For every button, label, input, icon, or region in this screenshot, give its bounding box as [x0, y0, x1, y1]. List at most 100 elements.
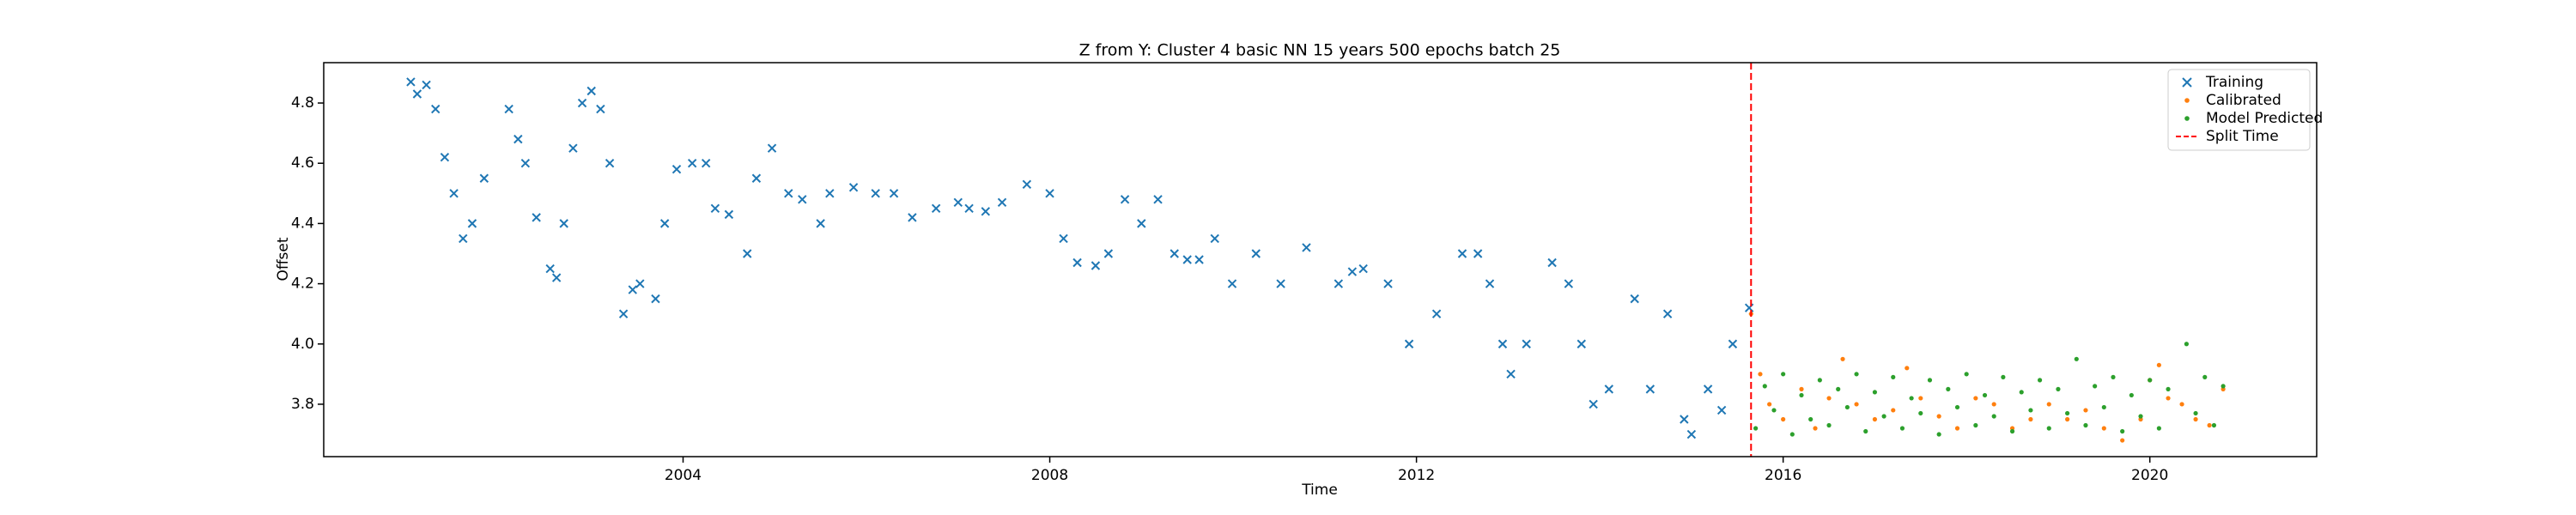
training-point — [1302, 243, 1311, 252]
point — [1946, 386, 1951, 391]
training-point — [479, 173, 489, 183]
point — [2207, 422, 2212, 428]
point — [1826, 396, 1832, 401]
training-point — [1045, 189, 1054, 198]
training-point — [1227, 279, 1237, 288]
training-point — [767, 143, 777, 153]
training-point — [816, 219, 825, 228]
point — [2184, 342, 2189, 347]
point — [1762, 384, 1767, 389]
point — [2019, 390, 2024, 395]
training-point — [1604, 385, 1614, 394]
point — [1799, 386, 1804, 391]
x-tick-label: 2020 — [2131, 467, 2168, 484]
training-point — [724, 209, 734, 220]
point — [2193, 410, 2198, 416]
training-point — [671, 165, 682, 174]
point — [2129, 392, 2134, 398]
point — [2046, 426, 2051, 431]
training-point — [431, 104, 440, 114]
training-point — [1103, 249, 1114, 258]
point — [1872, 416, 1878, 422]
training-point — [908, 213, 917, 222]
point — [1881, 414, 1886, 419]
training-point — [1358, 264, 1368, 274]
training-point — [1522, 339, 1531, 348]
plot-frame — [323, 62, 2318, 457]
point — [2166, 386, 2171, 391]
training-point — [1347, 267, 1358, 276]
point — [1973, 422, 1978, 428]
training-point — [1120, 195, 1130, 204]
point — [1954, 404, 1960, 410]
training-point — [635, 279, 645, 288]
point — [1813, 426, 1818, 431]
training-point — [981, 207, 991, 216]
training-point — [1680, 415, 1689, 424]
training-point — [1251, 249, 1261, 258]
training-point — [605, 158, 615, 168]
training-point — [422, 80, 431, 90]
training-point — [1072, 258, 1082, 268]
point — [2101, 404, 2106, 410]
point — [1789, 432, 1795, 437]
chart-title: Z from Y: Cluster 4 basic NN 15 years 50… — [1079, 41, 1561, 60]
point — [2138, 414, 2143, 419]
x-axis-label: Time — [1301, 482, 1338, 499]
point — [1891, 408, 1896, 413]
training-point — [997, 197, 1007, 208]
point — [1905, 366, 1910, 371]
point — [1854, 372, 1859, 377]
point — [1758, 372, 1763, 377]
training-point — [596, 104, 605, 114]
training-point — [848, 183, 859, 192]
training-point — [871, 189, 880, 198]
training-point — [1728, 339, 1738, 348]
legend-marker — [2182, 77, 2192, 88]
point — [2193, 416, 2198, 422]
training-point — [532, 213, 541, 222]
y-tick-label: 4.6 — [291, 154, 314, 172]
point — [2028, 408, 2033, 413]
legend-box — [2167, 69, 2311, 151]
training-point — [459, 233, 468, 244]
x-tick-label: 2004 — [665, 467, 702, 484]
training-point — [889, 189, 899, 198]
point — [2111, 374, 2116, 379]
training-point — [568, 143, 578, 153]
point — [1936, 414, 1941, 419]
y-tick-label: 3.8 — [291, 396, 314, 413]
point — [1899, 426, 1905, 431]
point — [2083, 408, 2088, 413]
training-point — [953, 197, 963, 208]
training-point — [798, 195, 807, 204]
training-point — [1547, 258, 1557, 268]
training-point — [964, 203, 974, 214]
legend-label: Calibrated — [2206, 92, 2281, 109]
point — [2065, 410, 2070, 416]
training-point — [825, 189, 835, 198]
training-point — [784, 189, 793, 198]
point — [1918, 410, 1923, 416]
training-point — [406, 77, 416, 87]
point — [1836, 386, 1841, 391]
point — [2211, 422, 2217, 428]
legend-label: Model Predicted — [2206, 110, 2323, 127]
training-point — [1276, 279, 1285, 288]
training-point — [659, 219, 670, 228]
point — [1844, 404, 1850, 410]
point — [1840, 356, 1845, 361]
point — [2001, 374, 2006, 379]
point — [1872, 390, 1878, 395]
y-tick-label: 4.4 — [291, 215, 314, 232]
y-axis-label: Offset — [275, 237, 292, 281]
training-point — [1210, 233, 1219, 244]
point — [2148, 378, 2153, 383]
point — [2101, 426, 2106, 431]
point — [1991, 414, 1996, 419]
point — [2028, 416, 2033, 422]
training-point — [1153, 195, 1163, 204]
training-point — [504, 104, 513, 114]
point — [2221, 384, 2226, 389]
